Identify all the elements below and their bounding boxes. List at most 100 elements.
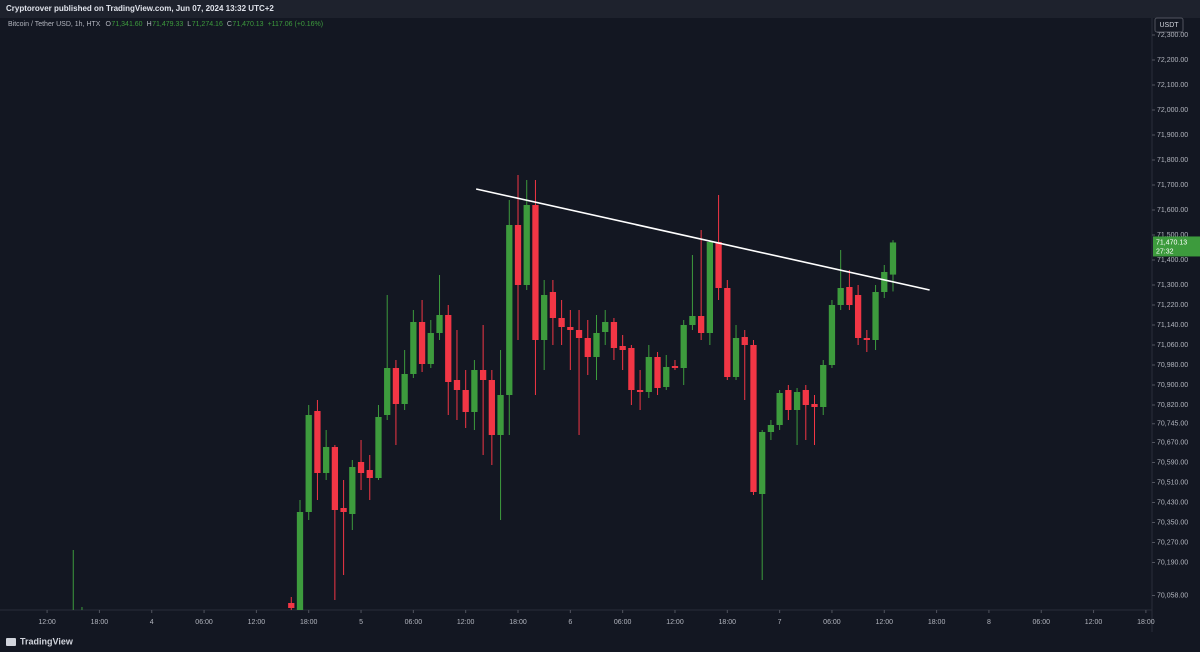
candle-body — [288, 603, 295, 608]
y-tick-label: 70,510.00 — [1157, 479, 1188, 486]
y-tick-label: 72,000.00 — [1157, 107, 1188, 114]
candle-body — [349, 467, 356, 514]
y-tick-label: 70,820.00 — [1157, 402, 1188, 409]
y-tick-label: 71,060.00 — [1157, 342, 1188, 349]
candle-body — [410, 322, 417, 374]
x-tick-label: 06:00 — [405, 619, 423, 626]
y-tick-label: 72,200.00 — [1157, 57, 1188, 64]
footer — [0, 632, 1200, 652]
x-tick-label: 06:00 — [823, 619, 841, 626]
candle-body — [296, 512, 304, 610]
candle-body — [741, 337, 748, 345]
candle-body — [872, 292, 879, 340]
candle-body — [549, 292, 557, 318]
x-tick-label: 18:00 — [1137, 619, 1155, 626]
candle-body — [453, 380, 461, 390]
y-tick-label: 72,100.00 — [1157, 82, 1188, 89]
candle-body — [305, 415, 312, 512]
candle-body — [567, 327, 574, 330]
candle-body — [663, 367, 670, 387]
y-tick-label: 70,190.00 — [1157, 559, 1188, 566]
x-tick-label: 18:00 — [91, 619, 109, 626]
candle-body — [558, 318, 565, 327]
candle-body — [602, 322, 609, 332]
candle-body — [854, 295, 862, 338]
candle-body — [820, 365, 827, 407]
y-tick-label: 71,800.00 — [1157, 157, 1188, 164]
candle-body — [497, 395, 504, 435]
ohlc-value: 71,341.60 — [111, 21, 142, 28]
symbol-legend: Bitcoin / Tether USD, 1h, HTX O 71,341.60 H… — [8, 21, 323, 28]
candle-body — [445, 315, 452, 382]
candle-body — [418, 322, 426, 364]
ohlc-key: C — [227, 21, 232, 28]
y-tick-label: 70,350.00 — [1157, 519, 1188, 526]
candle-body — [619, 346, 626, 350]
y-tick-label: 71,500.00 — [1157, 232, 1188, 239]
candle-body — [793, 392, 801, 410]
axes: 72,300.00 72,200.00 72,100.00 72,000.00 71,9… — [38, 32, 1200, 626]
candle-body — [323, 447, 330, 473]
ohlc-value: 71,274.16 — [192, 21, 223, 28]
y-tick-label: 70,900.00 — [1157, 382, 1188, 389]
brand-logo — [6, 638, 16, 646]
candle-body — [732, 338, 740, 377]
y-tick-label: 70,745.00 — [1157, 421, 1188, 428]
x-tick-label: 5 — [359, 619, 363, 626]
x-tick-label: 8 — [987, 619, 991, 626]
candle-body — [514, 225, 522, 285]
candle-body — [384, 368, 391, 415]
ohlc-key: L — [187, 21, 191, 28]
candle-body — [767, 425, 775, 432]
candle-body — [541, 295, 548, 340]
currency: USDT — [1159, 22, 1179, 29]
candle-body — [759, 432, 766, 494]
y-tick-label: 71,300.00 — [1157, 282, 1188, 289]
candle-body — [680, 325, 687, 368]
candle-body — [479, 370, 487, 380]
x-tick-label: 18:00 — [928, 619, 946, 626]
candle-body — [357, 462, 365, 473]
candle-body — [645, 357, 652, 392]
candle-body — [462, 390, 469, 412]
countdown: 27:32 — [1156, 248, 1174, 255]
candle-body — [889, 242, 897, 275]
x-tick-label: 12:00 — [38, 619, 56, 626]
candle-body — [776, 393, 783, 425]
y-tick-label: 70,430.00 — [1157, 499, 1188, 506]
candle-body — [610, 322, 618, 348]
candle-body — [689, 316, 696, 325]
y-tick-label: 70,058.00 — [1157, 592, 1188, 599]
candle-body — [575, 330, 583, 338]
x-tick-label: 4 — [150, 619, 154, 626]
candle-body — [811, 404, 818, 407]
y-tick-label: 70,590.00 — [1157, 459, 1188, 466]
candle-body — [881, 272, 888, 292]
candle-body — [331, 447, 339, 510]
candle-body — [636, 390, 644, 392]
y-tick-label: 71,600.00 — [1157, 207, 1188, 214]
x-tick-label: 18:00 — [719, 619, 737, 626]
currency-box — [1154, 17, 1184, 33]
candle-body — [401, 374, 408, 404]
ohlc-key: O — [105, 21, 111, 28]
candle-body — [392, 368, 400, 404]
candle-body — [375, 417, 382, 478]
ohlc-value: 71,479.33 — [152, 21, 183, 28]
x-tick-label: 06:00 — [1032, 619, 1050, 626]
publisher: Cryptorover published on TradingView.com… — [6, 4, 274, 13]
ohlc-value: 71,470.13 — [232, 21, 263, 28]
y-tick-label: 70,670.00 — [1157, 439, 1188, 446]
candle-body — [523, 205, 530, 285]
plot — [72, 175, 930, 610]
candle-body — [802, 390, 809, 405]
candle-body — [471, 370, 478, 412]
x-tick-label: 6 — [568, 619, 572, 626]
candle-body — [593, 333, 600, 357]
x-tick-label: 06:00 — [614, 619, 632, 626]
brand: TradingView — [20, 636, 74, 646]
last-price-box — [1153, 236, 1200, 257]
y-tick-label: 71,700.00 — [1157, 182, 1188, 189]
ohlc-change: +117.06 (+0.16%) — [268, 21, 324, 28]
